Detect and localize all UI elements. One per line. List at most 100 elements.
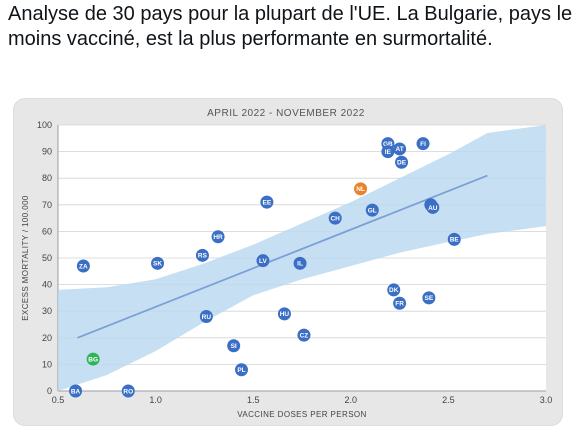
data-point-fr: FR — [393, 296, 407, 310]
data-point-label: NL — [356, 186, 365, 193]
data-point-au: AU — [426, 200, 440, 214]
data-point-label: DE — [397, 160, 407, 167]
data-point-label: GB — [383, 141, 393, 148]
data-point-label: AT — [396, 146, 404, 153]
y-tick-label: 30 — [42, 306, 52, 316]
y-tick-label: 50 — [42, 253, 52, 263]
data-point-marker — [393, 296, 407, 310]
data-point-label: CZ — [300, 332, 309, 339]
x-axis-label: VACCINE DOSES PER PERSON — [237, 410, 366, 419]
data-point-marker — [365, 203, 379, 217]
data-point-marker — [227, 339, 241, 353]
y-tick-label: 60 — [42, 226, 52, 236]
data-point-ba: BA — [69, 384, 83, 398]
data-point-marker — [211, 230, 225, 244]
chart-title: APRIL 2022 - NOVEMBER 2022 — [207, 108, 365, 119]
data-point-label: IE — [385, 149, 392, 156]
data-point-label: RS — [198, 253, 208, 260]
data-point-label: IL — [297, 261, 303, 268]
data-point-rs: RS — [195, 248, 209, 262]
data-point-gl: GL — [365, 203, 379, 217]
data-point-label: DK — [389, 287, 399, 294]
data-point-sk: SK — [151, 256, 165, 270]
points-layer: BA RO BG ZA SK RS HR RU SI PL LV EE IL HU CZ CH NL GL GBIE… — [69, 137, 461, 398]
y-tick-label: 40 — [42, 280, 52, 290]
data-point-label: RO — [123, 388, 133, 395]
x-tick-label: 3.0 — [540, 395, 553, 405]
tweet-text: Analyse de 30 pays pour la plupart de l'… — [8, 3, 573, 50]
data-point-be: BE — [447, 232, 461, 246]
data-point-bg: BG — [86, 352, 100, 366]
data-point-ro: RO — [121, 384, 135, 398]
data-point-marker — [76, 259, 90, 273]
data-point-marker — [426, 200, 440, 214]
data-point-hu: HU — [277, 307, 291, 321]
data-point-marker — [260, 195, 274, 209]
data-point-ee: EE — [260, 195, 274, 209]
y-tick-label: 70 — [42, 200, 52, 210]
data-point-marker — [151, 256, 165, 270]
y-tick-label: 80 — [42, 173, 52, 183]
data-point-marker — [195, 248, 209, 262]
data-point-marker — [422, 291, 436, 305]
data-point-marker — [328, 211, 342, 225]
data-point-marker — [395, 155, 409, 169]
y-tick-label: 20 — [42, 333, 52, 343]
data-point-label: BA — [71, 388, 81, 395]
data-point-label: SK — [153, 261, 162, 268]
data-point-label: LV — [259, 258, 267, 265]
data-point-label: PL — [237, 367, 245, 374]
y-tick-label: 100 — [37, 120, 52, 130]
data-point-marker — [416, 137, 430, 151]
data-point-marker — [234, 363, 248, 377]
data-point-marker — [86, 352, 100, 366]
trend-line-layer — [77, 174, 488, 339]
data-point-marker — [354, 182, 368, 196]
x-tick-label: 2.0 — [345, 395, 358, 405]
data-point-at: AT — [393, 142, 407, 156]
data-point-label: AU — [428, 205, 438, 212]
tick-labels-layer: 0 10 20 30 40 50 60 70 80 90 100 0.5 1.0 1.5 2.0 2.5 3.0 — [37, 120, 552, 405]
data-point-marker — [121, 384, 135, 398]
data-point-cz: CZ — [297, 328, 311, 342]
x-tick-label: 2.5 — [442, 395, 455, 405]
data-point-marker — [387, 283, 401, 297]
x-tick-label: 1.0 — [149, 395, 162, 405]
data-point-marker — [277, 307, 291, 321]
x-tick-label: 0.5 — [52, 395, 65, 405]
data-point-il: IL — [293, 256, 307, 270]
data-point-fi: FI — [416, 137, 430, 151]
data-point-label: SE — [425, 295, 434, 302]
data-point-label: RU — [202, 314, 212, 321]
data-point-label: CH — [330, 215, 340, 222]
data-point-pl: PL — [234, 363, 248, 377]
data-point-si: SI — [227, 339, 241, 353]
data-point-label: BG — [88, 356, 98, 363]
data-point-label: EE — [263, 199, 272, 206]
y-axis-label: EXCESS MORTALITY / 100.000 — [21, 195, 30, 321]
data-point-marker — [297, 328, 311, 342]
data-point-ch: CH — [328, 211, 342, 225]
y-tick-label: 90 — [42, 147, 52, 157]
data-point-dk: DK — [387, 283, 401, 297]
data-point-marker — [393, 142, 407, 156]
data-point-label: HR — [213, 234, 223, 241]
data-point-ie: IE — [381, 145, 395, 159]
trend-line — [77, 174, 488, 339]
data-point-label: HU — [280, 311, 290, 318]
data-point-marker — [447, 232, 461, 246]
data-point-label: ZA — [79, 263, 88, 270]
x-tick-label: 1.5 — [247, 395, 260, 405]
data-point-de: DE — [395, 155, 409, 169]
data-point-label: BE — [450, 237, 460, 244]
data-point-za: ZA — [76, 259, 90, 273]
y-tick-label: 0 — [47, 386, 52, 396]
data-point-hr: HR — [211, 230, 225, 244]
data-point-marker — [256, 254, 270, 268]
data-point-nl: NL — [354, 182, 368, 196]
data-point-marker — [199, 310, 213, 324]
data-point-se: SE — [422, 291, 436, 305]
data-point-label: FR — [395, 301, 404, 308]
data-point-lv: LV — [256, 254, 270, 268]
